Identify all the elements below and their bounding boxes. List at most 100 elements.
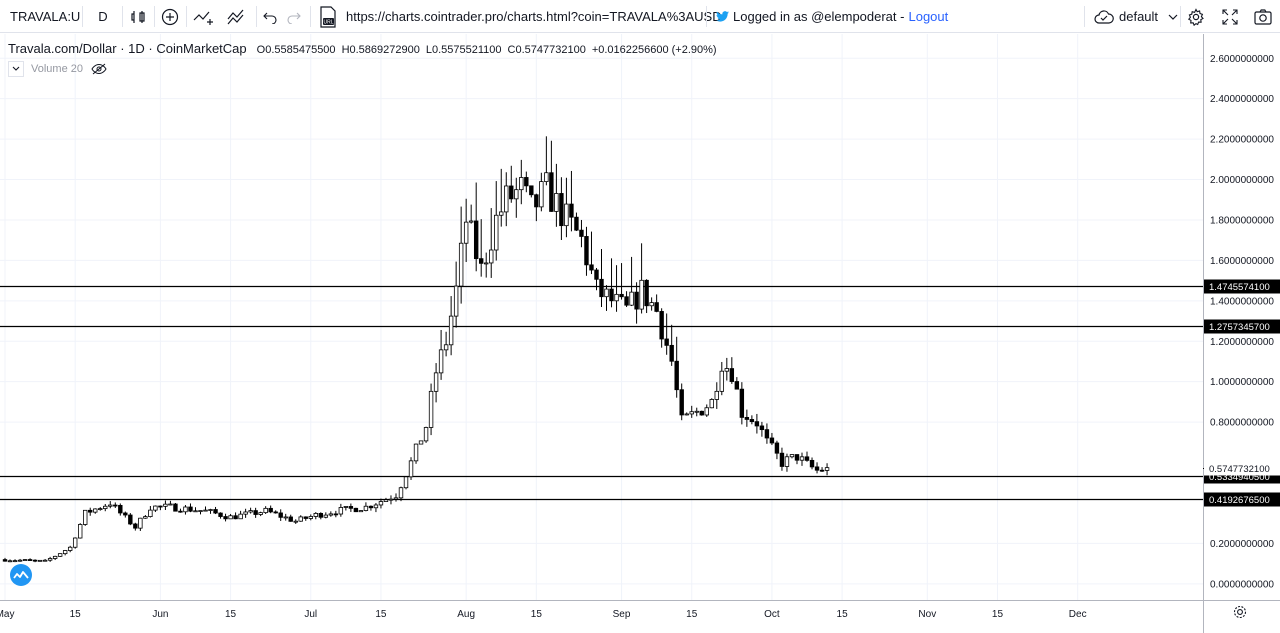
candle-body xyxy=(524,177,529,187)
horizontal-lines[interactable] xyxy=(0,285,1203,501)
candle-body xyxy=(694,410,699,413)
price-axis[interactable]: 2.6000000000 2.4000000000 2.2000000000 2.00… xyxy=(1203,34,1280,633)
chart-url[interactable]: https://charts.cointrader.pro/charts.htm… xyxy=(346,9,722,24)
candle-body xyxy=(208,509,213,511)
candle-body xyxy=(113,504,118,507)
time-tick-label: Sep xyxy=(613,609,631,620)
candle-body xyxy=(739,388,745,418)
candle-body xyxy=(188,506,193,512)
candle-body xyxy=(158,505,163,508)
axis-settings-gear-icon[interactable] xyxy=(1233,605,1247,619)
redo-icon[interactable] xyxy=(284,4,304,29)
svg-text:URL: URL xyxy=(323,19,333,25)
volume-label[interactable]: Volume 20 xyxy=(31,63,83,75)
candle-body xyxy=(624,296,629,306)
candle-body xyxy=(27,559,33,561)
layout-select[interactable]: default xyxy=(1094,5,1178,28)
candle-body xyxy=(684,413,689,416)
time-axis[interactable]: May 15 Jun 15 Jul 15 Aug 15 Sep 15 Oct 15 Nov 15 Dec xyxy=(0,600,1280,621)
candle-body xyxy=(398,487,404,499)
candle-body xyxy=(418,440,424,445)
candle-body xyxy=(754,421,760,427)
price-tick-label: 2.0000000000 xyxy=(1210,175,1274,186)
symbol-search-input[interactable]: TRAVALA:US xyxy=(10,9,80,24)
candle-body xyxy=(494,214,499,251)
bar-style-icon[interactable] xyxy=(127,4,149,29)
snapshot-icon[interactable] xyxy=(1252,4,1274,29)
candle-body xyxy=(118,504,123,514)
candle-body xyxy=(88,509,93,513)
candle-body xyxy=(458,242,464,287)
time-tick-label: 15 xyxy=(686,609,698,620)
price-tick-label: 1.8000000000 xyxy=(1210,215,1274,226)
candle-body xyxy=(12,560,18,563)
candle-body xyxy=(148,509,153,517)
price-tick-label: 2.2000000000 xyxy=(1210,135,1274,146)
candle-body xyxy=(413,443,419,462)
candle-body xyxy=(218,512,223,517)
candle-body xyxy=(103,505,108,510)
candle-body xyxy=(243,511,248,515)
gear-icon-center xyxy=(1237,609,1243,615)
candle-body xyxy=(769,437,775,444)
candle-body xyxy=(579,229,584,237)
price-tick-label: 1.4000000000 xyxy=(1210,296,1274,307)
candle-body xyxy=(804,456,810,461)
interval-button[interactable]: D xyxy=(98,9,108,24)
undo-icon[interactable] xyxy=(260,4,280,29)
symbol-description[interactable]: Travala.com/Dollar · 1D · CoinMarketCap xyxy=(8,41,247,56)
candle-body xyxy=(338,507,344,515)
add-indicator-icon[interactable] xyxy=(158,4,182,29)
chevron-down-icon xyxy=(12,66,20,71)
price-chart[interactable]: 2.6000000000 2.4000000000 2.2000000000 2.00… xyxy=(0,34,1280,633)
ohlc-values: O0.5585475500 H0.5869272900 L0.5575521100 C… xyxy=(257,44,723,56)
candlestick-series xyxy=(2,136,830,563)
toolbar-divider xyxy=(82,6,83,27)
candle-body xyxy=(77,524,83,539)
candle-body xyxy=(37,559,43,562)
candle-body xyxy=(283,516,288,519)
candle-body xyxy=(293,520,298,523)
time-tick-label: Nov xyxy=(918,609,936,620)
candle-body xyxy=(584,236,589,266)
candle-body xyxy=(689,411,694,415)
candle-body xyxy=(233,515,238,520)
url-icon[interactable]: URL xyxy=(316,4,340,29)
candle-body xyxy=(774,442,780,454)
toolbar-divider xyxy=(1180,6,1181,27)
candle-body xyxy=(93,508,98,513)
candle-body xyxy=(609,288,614,302)
candle-body xyxy=(463,221,469,244)
candle-body xyxy=(328,513,334,516)
candle-body xyxy=(67,546,73,551)
price-tick-label: 2.6000000000 xyxy=(1210,54,1274,65)
top-toolbar: TRAVALA:US D URL https://charts.cointrad… xyxy=(0,0,1280,33)
price-tick-label: 0.2000000000 xyxy=(1210,539,1274,550)
candle-body xyxy=(679,389,684,416)
logout-link[interactable]: Logout xyxy=(908,9,949,24)
candle-body xyxy=(153,505,158,511)
eye-crossed-icon[interactable] xyxy=(91,63,107,75)
level-price-badge xyxy=(1204,319,1280,334)
candle-body xyxy=(52,555,58,559)
candle-body xyxy=(348,506,354,509)
candle-body xyxy=(644,279,649,307)
candle-body xyxy=(223,516,228,520)
gear-icon[interactable] xyxy=(1185,4,1207,29)
candle-body xyxy=(378,501,384,506)
candle-body xyxy=(363,505,369,511)
candle-body xyxy=(108,504,113,507)
indicators-icon[interactable] xyxy=(225,4,251,29)
fullscreen-icon[interactable] xyxy=(1219,4,1241,29)
candle-body xyxy=(719,370,725,392)
candle-body xyxy=(659,311,664,340)
candle-body xyxy=(709,399,714,409)
candle-body xyxy=(473,220,479,260)
candle-body xyxy=(699,410,704,416)
candle-body xyxy=(724,368,730,372)
compare-icon[interactable] xyxy=(192,4,216,29)
collapse-legend-button[interactable] xyxy=(8,61,24,77)
candle-body xyxy=(253,510,258,515)
candle-body xyxy=(448,315,454,346)
candle-body xyxy=(484,262,489,265)
